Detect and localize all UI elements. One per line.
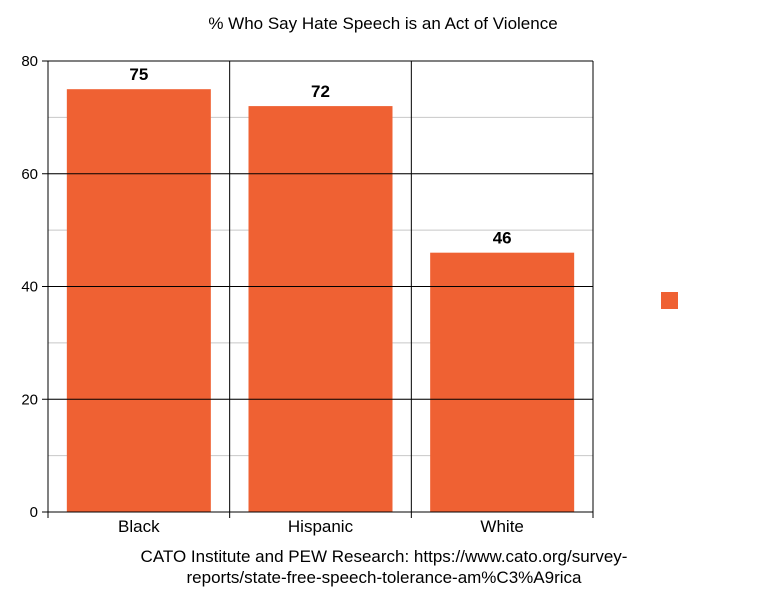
bar-black (66, 89, 211, 512)
bars: 75 72 46 (66, 65, 575, 513)
y-axis: 0 20 40 60 80 (21, 53, 48, 521)
x-tick-label: Black (118, 517, 160, 536)
bar-hispanic (248, 106, 393, 512)
chart-title: % Who Say Hate Speech is an Act of Viole… (208, 14, 557, 33)
legend-swatch (661, 292, 678, 309)
data-label-white: 46 (493, 229, 512, 248)
x-tick-label: Hispanic (288, 517, 354, 536)
source-line-1: CATO Institute and PEW Research: https:/… (140, 547, 628, 566)
y-tick-label: 40 (21, 279, 38, 296)
legend (661, 292, 678, 309)
data-label-black: 75 (129, 65, 148, 84)
y-tick-label: 60 (21, 166, 38, 183)
bar-white (430, 252, 575, 513)
source-line-2: reports/state-free-speech-tolerance-am%C… (186, 568, 582, 587)
plot-frame (47, 60, 594, 518)
y-tick-label: 0 (30, 504, 38, 521)
source-note: CATO Institute and PEW Research: https:/… (0, 546, 768, 588)
data-label-hispanic: 72 (311, 82, 330, 101)
x-tick-label: White (480, 517, 523, 536)
x-axis: Black Hispanic White (118, 517, 524, 536)
y-tick-label: 80 (21, 53, 38, 70)
y-tick-label: 20 (21, 391, 38, 408)
